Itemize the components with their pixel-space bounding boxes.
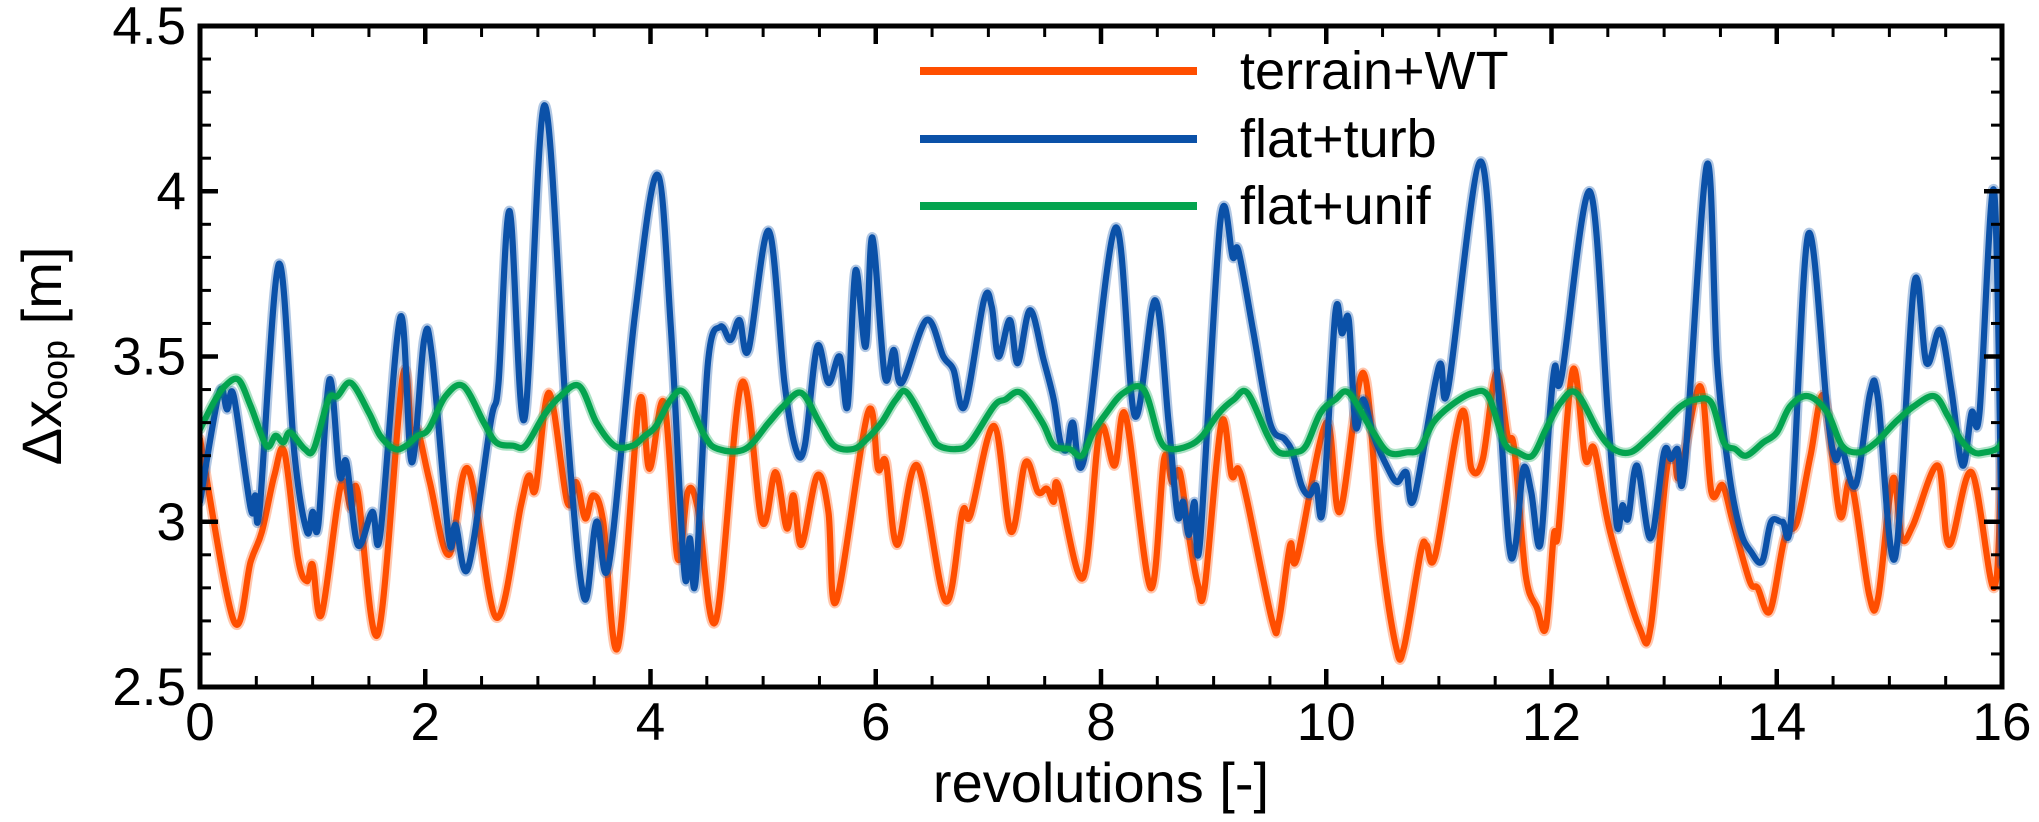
x-tick-label: 4 — [636, 693, 665, 752]
x-tick-label: 2 — [411, 693, 440, 752]
x-tick-label: 8 — [1086, 693, 1115, 752]
x-tick-label: 14 — [1747, 693, 1806, 752]
legend-line-flat-turb — [920, 135, 1197, 143]
ticks — [197, 23, 2005, 690]
legend-label-terrain-wt: terrain+WT — [1240, 41, 1509, 101]
y-tick-label: 4 — [157, 162, 186, 221]
series-line-flat-unif — [202, 375, 2000, 461]
legend-label-flat-turb: flat+turb — [1240, 109, 1437, 169]
tick-labels: 0 2 4 6 8 10 12 14 16 2.5 3 3.5 4 4.5 — [112, 0, 2031, 752]
y-tick-label: 2.5 — [112, 658, 186, 717]
y-axis-label: Δxoop [m] — [10, 247, 75, 466]
legend-line-flat-unif — [920, 202, 1197, 210]
x-tick-label: 12 — [1522, 693, 1581, 752]
legend-line-terrain-wt — [920, 67, 1197, 75]
x-tick-label: 10 — [1297, 693, 1356, 752]
y-tick-label: 3.5 — [112, 328, 186, 387]
x-tick-label: 16 — [1973, 693, 2032, 752]
y-tick-label: 4.5 — [112, 0, 186, 56]
x-tick-label: 6 — [861, 693, 890, 752]
y-axis-label-subscript: oop — [34, 339, 76, 400]
y-axis-label-main: Δx — [10, 400, 73, 466]
x-tick-label: 0 — [185, 693, 214, 752]
y-tick-label: 3 — [157, 493, 186, 552]
legend-label-flat-unif: flat+unif — [1240, 176, 1431, 236]
x-axis-label: revolutions [-] — [932, 751, 1270, 814]
plot-curves — [202, 100, 2000, 665]
y-axis-label-unit: [m] — [10, 246, 73, 340]
series-line-flat-turb — [202, 102, 2000, 603]
